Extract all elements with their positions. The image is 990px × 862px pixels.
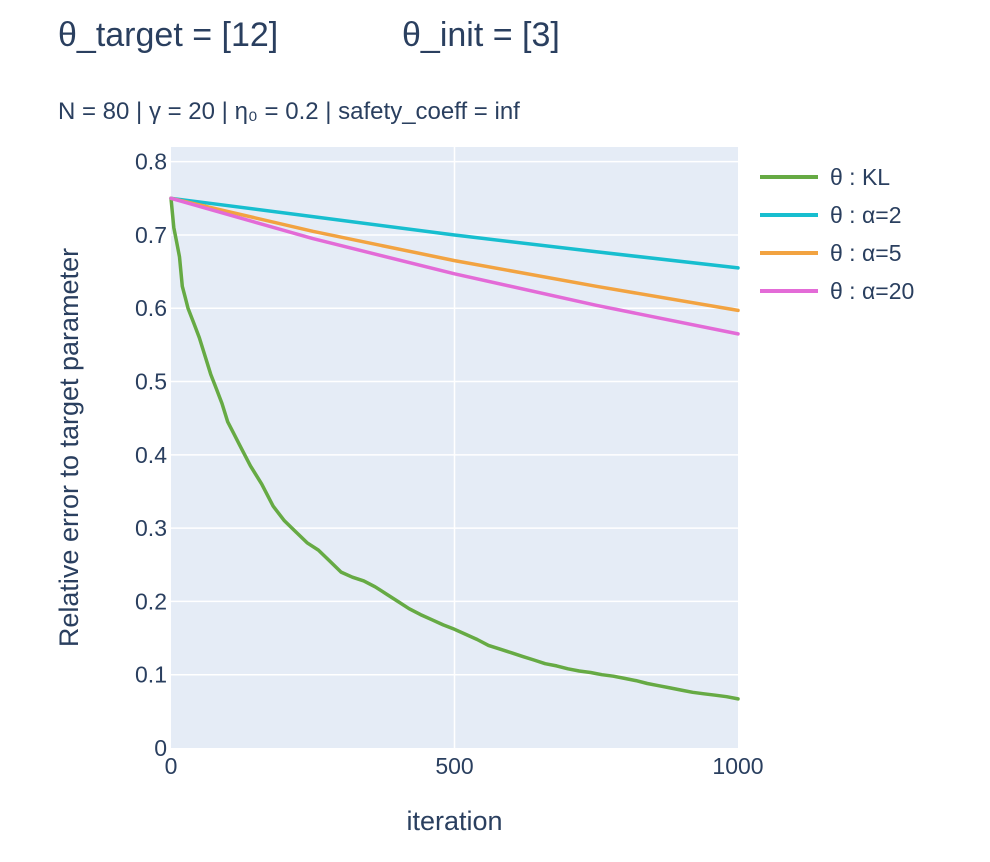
y-axis-title: Relative error to target parameter (54, 248, 84, 647)
y-tick-label: 0.6 (135, 295, 167, 321)
legend[interactable]: θ : KL θ : α=2 θ : α=5 θ : α=20 (760, 164, 914, 304)
series-lines (169, 196, 740, 701)
x-tick-label: 500 (435, 753, 473, 779)
x-axis-title: iteration (406, 806, 502, 836)
legend-label: θ : KL (830, 164, 890, 190)
legend-item[interactable]: θ : α=5 (760, 240, 901, 266)
y-tick-label: 0.2 (135, 588, 167, 614)
legend-label: θ : α=5 (830, 240, 901, 266)
y-tick-label: 0 (154, 735, 167, 761)
y-axis-ticks: 0 0.1 0.2 0.3 0.4 0.5 0.6 0.7 0.8 (135, 149, 167, 761)
legend-label: θ : α=2 (830, 202, 901, 228)
series-line (169, 196, 740, 313)
y-tick-label: 0.4 (135, 442, 167, 468)
y-tick-label: 0.1 (135, 662, 167, 688)
chart-title-init: θ_init = [3] (402, 16, 560, 54)
legend-item[interactable]: θ : KL (760, 164, 890, 190)
y-tick-label: 0.7 (135, 222, 167, 248)
series-line (169, 196, 740, 701)
grid-lines (171, 147, 738, 748)
chart-subtitle: N = 80 | γ = 20 | η₀ = 0.2 | safety_coef… (58, 98, 520, 125)
y-tick-label: 0.8 (135, 149, 167, 175)
series-line (169, 196, 740, 336)
chart-title-target: θ_target = [12] (58, 16, 278, 54)
legend-item[interactable]: θ : α=20 (760, 278, 914, 304)
legend-item[interactable]: θ : α=2 (760, 202, 901, 228)
y-tick-label: 0.5 (135, 369, 167, 395)
y-tick-label: 0.3 (135, 515, 167, 541)
x-axis-ticks: 0 500 1000 (165, 753, 764, 779)
x-tick-label: 0 (165, 753, 178, 779)
series-line (169, 196, 740, 270)
x-tick-label: 1000 (712, 753, 763, 779)
legend-label: θ : α=20 (830, 278, 914, 304)
